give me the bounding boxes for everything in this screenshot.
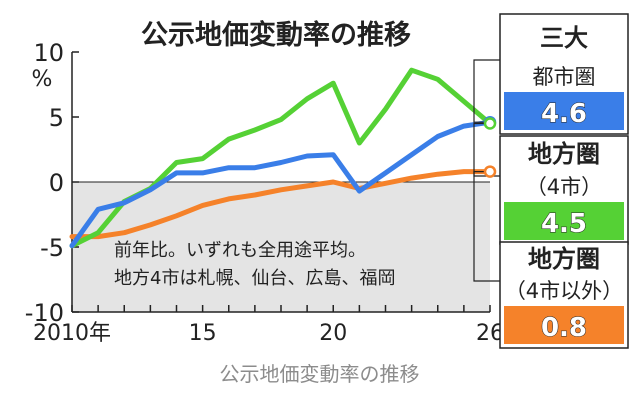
x-tick-label: 20 [319,321,347,346]
y-axis-unit: % [32,67,53,92]
series-line [69,119,493,249]
series-end-marker [483,165,497,178]
chart-note: 前年比。いずれも全用途平均。 [114,240,366,261]
legend-leader [473,171,500,282]
chart-caption: 公示地価変動率の推移 [219,362,420,386]
legend-value: 4.6 [541,99,587,129]
negative-region [72,182,490,312]
chart-note: 地方4市は札幌、仙台、広島、福岡 [114,268,395,289]
legend-value: 0.8 [541,313,587,343]
series-end-marker [483,117,497,130]
legend-label: 都市圏 [533,65,596,89]
legend-label: 地方圏 [528,245,600,273]
legend-value: 4.5 [541,209,587,239]
legend-leader [473,59,500,123]
x-tick-label: 15 [189,321,217,346]
x-tick-label: 2010年 [33,321,111,346]
series-line [69,169,493,240]
y-tick-label: -10 [25,299,64,327]
y-tick-label: 5 [49,104,64,132]
y-tick-label: -5 [40,234,64,262]
legend-value-bg [504,306,624,344]
chart-title: 公示地価変動率の推移 [141,19,411,51]
y-tick-label: 0 [49,169,64,197]
legend-label: （4市） [526,175,602,199]
legend-label: 地方圏 [528,140,600,168]
legend-value-bg [504,202,624,240]
legend-label: （4市以外） [505,279,623,303]
y-tick-label: 10 [33,39,64,67]
legend-label: 三大 [540,24,588,52]
legend-value-bg [504,92,624,130]
